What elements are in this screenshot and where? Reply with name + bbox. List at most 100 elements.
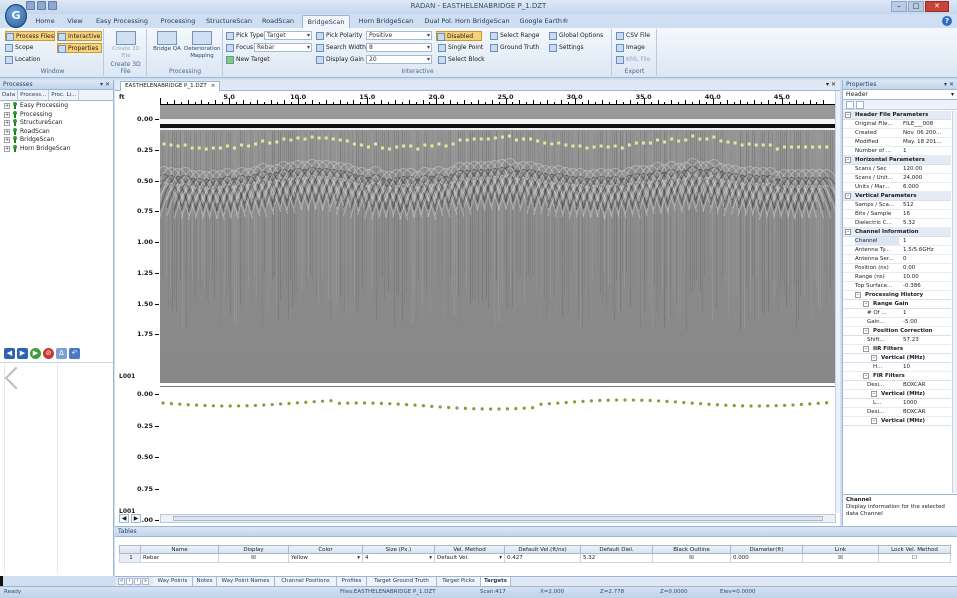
rebar-pick-marker[interactable]	[740, 143, 744, 147]
flask-icon[interactable]: ∆	[56, 348, 67, 359]
scroll-thumb[interactable]	[173, 516, 823, 521]
rebar-pick-marker[interactable]	[627, 143, 631, 147]
rebar-pick-marker[interactable]	[240, 143, 244, 147]
property-row[interactable]: Position (ns) 0.00	[843, 264, 951, 273]
rebar-pick-marker[interactable]	[557, 141, 561, 145]
lock-vel-checkbox[interactable]: ☐	[879, 554, 951, 563]
property-value[interactable]: 16	[903, 211, 910, 217]
rebar-pick-marker[interactable]	[374, 142, 377, 146]
rebar-pick-marker[interactable]	[197, 146, 201, 150]
column-header[interactable]: Size (Px.)	[363, 545, 435, 554]
rebar-pick-marker[interactable]	[543, 141, 547, 145]
property-value[interactable]: 120.00	[903, 166, 923, 172]
rebar-pick-marker[interactable]	[275, 140, 279, 144]
rebar-pick-marker[interactable]	[500, 135, 504, 139]
property-value[interactable]: 0.00	[903, 265, 916, 271]
rebar-pick-marker[interactable]	[592, 145, 596, 149]
properties-selector[interactable]: Header	[843, 90, 957, 100]
rebar-pick-marker[interactable]	[176, 144, 180, 148]
column-header[interactable]: Color	[289, 545, 363, 554]
rebar-pick-marker[interactable]	[310, 135, 314, 139]
categorized-icon[interactable]	[846, 101, 854, 109]
rebar-pick-marker[interactable]	[338, 138, 342, 142]
rebar-pick-marker[interactable]	[634, 141, 638, 145]
tree-item-roadscan[interactable]: + RoadScan	[4, 127, 50, 135]
property-value[interactable]: 1	[903, 310, 907, 316]
tab-roadscan[interactable]: RoadScan	[261, 17, 295, 25]
rebar-pick-marker[interactable]	[825, 145, 829, 149]
rebar-pick-marker[interactable]	[486, 137, 490, 141]
rebar-pick-marker[interactable]	[550, 142, 554, 146]
rebar-pick-marker[interactable]	[599, 144, 603, 148]
color-dropdown[interactable]: Yellow	[289, 554, 363, 563]
sheet-tab-target-ground-truth[interactable]: Target Ground Truth	[367, 577, 437, 586]
rebar-pick-marker[interactable]	[493, 136, 497, 140]
property-row[interactable]: Dielectric C... 5.32	[843, 219, 951, 228]
rebar-pick-marker[interactable]	[515, 138, 518, 142]
tab-easy-processing[interactable]: Easy Processing	[95, 17, 149, 25]
scroll-left-button[interactable]: ◀	[119, 514, 129, 523]
document-tab[interactable]: EASTHELENABRIDGE P_1.DZT ×	[120, 81, 221, 91]
rebar-pick-marker[interactable]	[218, 146, 222, 150]
rebar-pick-marker[interactable]	[268, 141, 272, 145]
property-row[interactable]: Modified May. 18 201...	[843, 138, 951, 147]
rebar-pick-marker[interactable]	[331, 137, 335, 141]
global-options-button[interactable]: Global Options	[549, 31, 603, 41]
close-button[interactable]: ✕	[925, 1, 949, 12]
sheet-tab-way-points[interactable]: Way Points	[153, 577, 193, 586]
tab-google-earth[interactable]: Google Earth®	[519, 17, 569, 25]
column-header[interactable]: Vel. Method	[435, 545, 505, 554]
rebar-pick-marker[interactable]	[571, 144, 575, 148]
rebar-pick-marker[interactable]	[804, 145, 808, 149]
rebar-pick-marker[interactable]	[522, 137, 526, 141]
rebar-pick-marker[interactable]	[345, 139, 349, 143]
tab-processing[interactable]: Processing	[160, 17, 196, 25]
property-value[interactable]: 5.32	[903, 220, 916, 226]
property-row[interactable]: Desi... BOXCAR	[843, 381, 951, 390]
radargram-canvas[interactable]	[160, 105, 836, 383]
rebar-pick-marker[interactable]	[409, 144, 413, 148]
rebar-pick-marker[interactable]	[797, 145, 800, 149]
sheet-tab-notes[interactable]: Notes	[193, 577, 217, 586]
rebar-pick-marker[interactable]	[733, 141, 737, 145]
rebar-pick-marker[interactable]	[684, 138, 688, 142]
focus-dropdown[interactable]: Rebar	[254, 43, 312, 52]
single-point-button[interactable]: Single Point	[438, 43, 483, 53]
property-row[interactable]: Samps / Sca... 512	[843, 201, 951, 210]
rebar-pick-marker[interactable]	[768, 143, 772, 147]
property-value[interactable]: 10.00	[903, 274, 919, 280]
property-row[interactable]: Antenna Ty... 1.5/5.6GHz	[843, 246, 951, 255]
disabled-button[interactable]: Disabled	[436, 31, 482, 41]
rebar-pick-marker[interactable]	[663, 140, 667, 144]
qat-dropdown-icon[interactable]	[48, 1, 57, 10]
rebar-pick-marker[interactable]	[818, 145, 822, 149]
property-value[interactable]: 1000	[903, 400, 917, 406]
sheet-tab-target-picks[interactable]: Target Picks	[437, 577, 481, 586]
display-checkbox[interactable]: ☒	[219, 554, 289, 563]
location-button[interactable]: Location	[5, 55, 40, 65]
rebar-pick-marker[interactable]	[437, 142, 441, 146]
tab-structurescan[interactable]: StructureScan	[205, 17, 253, 25]
rebar-pick-marker[interactable]	[233, 146, 236, 150]
sheet-tab-way-point-names[interactable]: Way Point Names	[217, 577, 275, 586]
rebar-pick-marker[interactable]	[388, 147, 392, 151]
rebar-pick-marker[interactable]	[211, 146, 215, 150]
property-value[interactable]: 10	[903, 364, 910, 370]
property-row[interactable]: Scans / Unit... 24.000	[843, 174, 951, 183]
tree-item-structurescan[interactable]: + StructureScan	[4, 119, 63, 126]
sheet-tab-profiles[interactable]: Profiles	[337, 577, 367, 586]
column-header[interactable]: Lock Vel. Method	[879, 545, 951, 554]
rebar-pick-marker[interactable]	[677, 139, 681, 143]
rebar-pick-marker[interactable]	[613, 144, 617, 148]
rebar-pick-marker[interactable]	[564, 143, 568, 147]
rebar-pick-marker[interactable]	[775, 147, 779, 151]
tab-view[interactable]: View	[67, 17, 83, 25]
property-scrollbar[interactable]	[952, 111, 957, 493]
create-3d-file-button[interactable]: Create 3D File	[108, 31, 144, 60]
search-width-dropdown[interactable]: 8	[366, 43, 432, 52]
rebar-pick-marker[interactable]	[719, 139, 723, 143]
process-files-button[interactable]: Process Files	[5, 31, 55, 41]
minimize-button[interactable]: –	[891, 1, 907, 12]
rebar-pick-marker[interactable]	[691, 134, 695, 138]
settings-button[interactable]: Settings	[549, 43, 584, 53]
